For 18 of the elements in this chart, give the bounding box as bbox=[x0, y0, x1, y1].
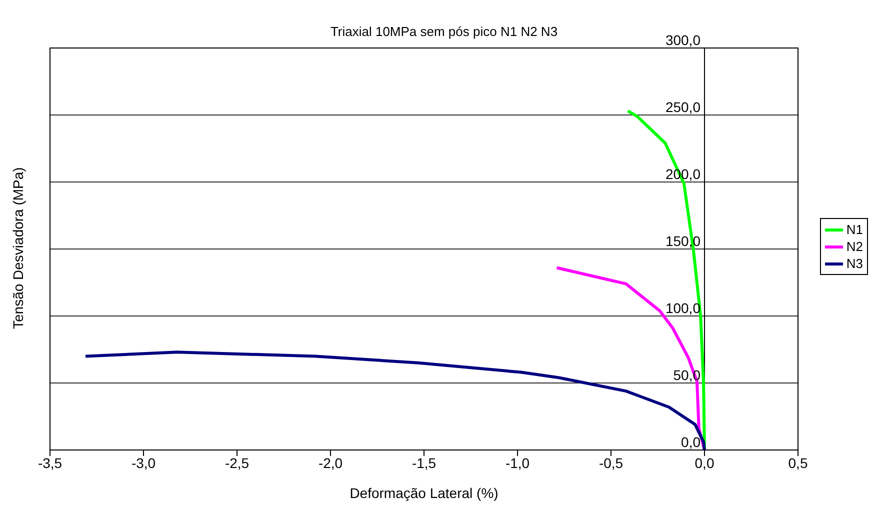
x-axis-title: Deformação Lateral (%) bbox=[350, 485, 498, 501]
legend-label: N3 bbox=[846, 255, 863, 272]
x-tick-label: -3,5 bbox=[38, 454, 62, 471]
y-axis-title: Tensão Desviadora (MPa) bbox=[10, 167, 26, 329]
x-tick-label: -1,0 bbox=[505, 454, 530, 471]
y-tick-label: 300,0 bbox=[665, 32, 701, 48]
x-tick-label: -1,5 bbox=[412, 454, 436, 471]
y-tick-label: 250,0 bbox=[665, 99, 701, 115]
x-tick-label: -2,0 bbox=[318, 454, 343, 471]
x-tick-label: -3,0 bbox=[131, 454, 156, 471]
chart-title: Triaxial 10MPa sem pós pico N1 N2 N3 bbox=[330, 24, 558, 39]
x-tick-label: 0,0 bbox=[694, 454, 714, 471]
legend-label: N1 bbox=[846, 221, 863, 238]
x-tick-label: -0,5 bbox=[598, 454, 624, 471]
x-tick-label: 0,5 bbox=[788, 454, 808, 471]
y-tick-label: 0,0 bbox=[681, 434, 701, 450]
legend-label: N2 bbox=[846, 238, 863, 255]
x-tick-label: -2,5 bbox=[224, 454, 250, 471]
